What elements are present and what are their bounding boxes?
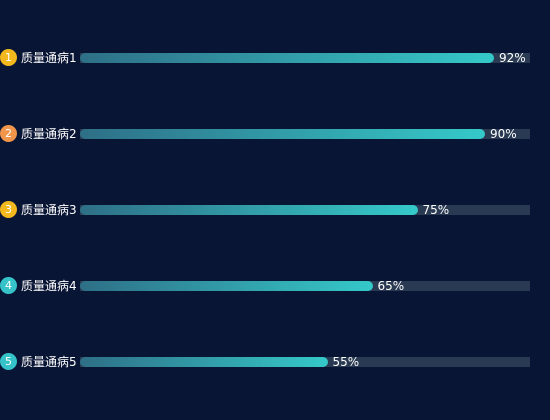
bar-fill — [80, 281, 373, 291]
bar-row-2: 2 质量通病2 90% — [0, 124, 550, 144]
bar-fill — [80, 205, 418, 215]
rank-badge: 2 — [0, 125, 17, 142]
bar-row-3: 3 质量通病3 75% — [0, 200, 550, 220]
rank-badge: 5 — [0, 353, 17, 370]
value-label: 75% — [422, 203, 450, 217]
value-label: 90% — [490, 127, 517, 141]
category-label: 质量通病5 — [21, 355, 77, 369]
bar-fill — [80, 357, 328, 367]
category-label: 质量通病1 — [21, 51, 77, 65]
value-label: 55% — [332, 355, 360, 369]
bar-row-5: 5 质量通病5 55% — [0, 352, 550, 372]
rank-badge: 3 — [0, 201, 17, 218]
rank-badge: 1 — [0, 49, 17, 66]
rank-badge: 4 — [0, 277, 17, 294]
category-label: 质量通病4 — [21, 279, 77, 293]
category-label: 质量通病2 — [21, 127, 77, 141]
bar-row-1: 1 质量通病1 92% — [0, 48, 550, 68]
value-label: 92% — [499, 51, 526, 65]
bar-row-4: 4 质量通病4 65% — [0, 276, 550, 296]
bar-fill — [80, 129, 485, 139]
bar-fill — [80, 53, 494, 63]
value-label: 65% — [377, 279, 405, 293]
category-label: 质量通病3 — [21, 203, 77, 217]
